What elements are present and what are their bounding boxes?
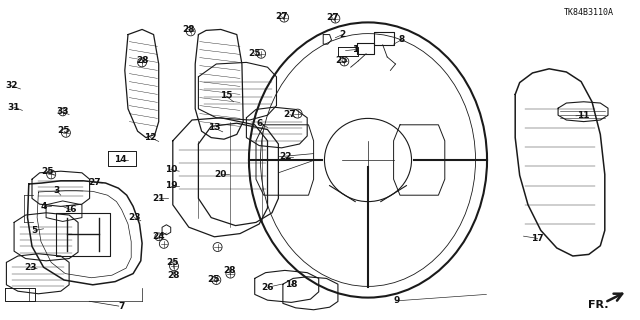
Text: 15: 15 — [220, 92, 232, 100]
Text: 17: 17 — [531, 234, 544, 243]
Text: 28: 28 — [223, 266, 236, 275]
Text: 28: 28 — [136, 56, 148, 65]
Text: 13: 13 — [208, 124, 221, 132]
Text: 25: 25 — [207, 276, 220, 284]
Text: 28: 28 — [167, 271, 180, 280]
Text: TK84B3110A: TK84B3110A — [564, 8, 614, 17]
Text: 11: 11 — [577, 111, 590, 120]
Text: 3: 3 — [53, 186, 60, 195]
Text: 32: 32 — [5, 81, 18, 90]
Text: 7: 7 — [118, 302, 125, 311]
Text: 12: 12 — [144, 133, 157, 142]
Text: 16: 16 — [64, 205, 77, 214]
Text: 2: 2 — [339, 30, 346, 39]
Text: 27: 27 — [284, 110, 296, 119]
Text: 23: 23 — [24, 263, 37, 272]
Text: 27: 27 — [88, 178, 100, 187]
Text: 10: 10 — [164, 165, 177, 174]
Text: 6: 6 — [256, 119, 262, 128]
Text: 27: 27 — [326, 13, 339, 22]
Text: 19: 19 — [164, 181, 177, 190]
Text: 23: 23 — [128, 213, 141, 222]
Text: 27: 27 — [275, 12, 288, 21]
Text: FR.: FR. — [588, 300, 609, 310]
Text: 5: 5 — [31, 226, 38, 235]
Text: 1: 1 — [352, 45, 358, 54]
Text: 14: 14 — [114, 156, 127, 164]
Text: 24: 24 — [152, 232, 165, 241]
Text: 31: 31 — [8, 103, 20, 112]
Text: 26: 26 — [261, 283, 274, 292]
Text: 28: 28 — [182, 25, 195, 34]
Text: 25: 25 — [42, 167, 54, 176]
Text: 25: 25 — [248, 49, 260, 58]
Text: 20: 20 — [214, 170, 227, 179]
Text: 9: 9 — [394, 296, 400, 305]
Text: 25: 25 — [58, 126, 70, 135]
Text: 33: 33 — [56, 108, 69, 116]
Text: 18: 18 — [285, 280, 298, 289]
Text: 25: 25 — [166, 258, 179, 267]
Text: 25: 25 — [335, 56, 348, 65]
Text: 4: 4 — [40, 202, 47, 211]
Text: 21: 21 — [152, 194, 165, 203]
Text: 22: 22 — [279, 152, 292, 161]
Text: 8: 8 — [398, 36, 404, 44]
